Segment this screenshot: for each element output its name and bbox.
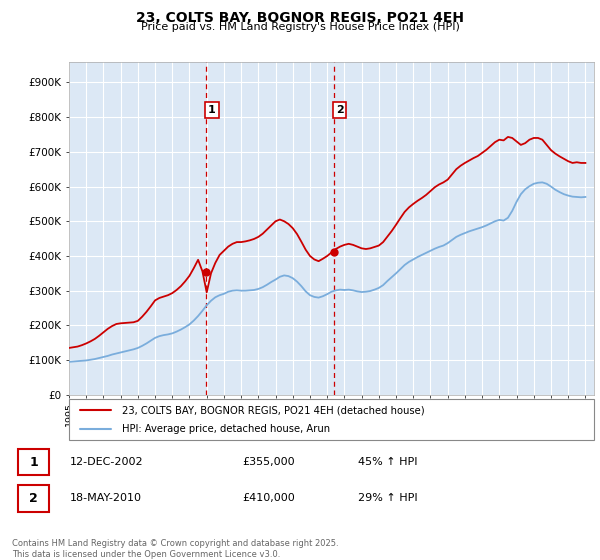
Text: 23, COLTS BAY, BOGNOR REGIS, PO21 4EH: 23, COLTS BAY, BOGNOR REGIS, PO21 4EH [136, 11, 464, 25]
Text: HPI: Average price, detached house, Arun: HPI: Average price, detached house, Arun [121, 424, 329, 435]
Text: Contains HM Land Registry data © Crown copyright and database right 2025.
This d: Contains HM Land Registry data © Crown c… [12, 539, 338, 559]
Text: 1: 1 [208, 105, 216, 115]
Text: 23, COLTS BAY, BOGNOR REGIS, PO21 4EH (detached house): 23, COLTS BAY, BOGNOR REGIS, PO21 4EH (d… [121, 405, 424, 415]
Text: 12-DEC-2002: 12-DEC-2002 [70, 457, 143, 467]
Text: 29% ↑ HPI: 29% ↑ HPI [358, 493, 417, 503]
Text: Price paid vs. HM Land Registry's House Price Index (HPI): Price paid vs. HM Land Registry's House … [140, 22, 460, 32]
FancyBboxPatch shape [18, 449, 49, 475]
Text: 2: 2 [336, 105, 344, 115]
Text: £355,000: £355,000 [242, 457, 295, 467]
Text: 2: 2 [29, 492, 38, 505]
Text: 1: 1 [29, 455, 38, 469]
Text: 45% ↑ HPI: 45% ↑ HPI [358, 457, 417, 467]
Text: 18-MAY-2010: 18-MAY-2010 [70, 493, 142, 503]
Text: £410,000: £410,000 [242, 493, 295, 503]
FancyBboxPatch shape [18, 485, 49, 512]
